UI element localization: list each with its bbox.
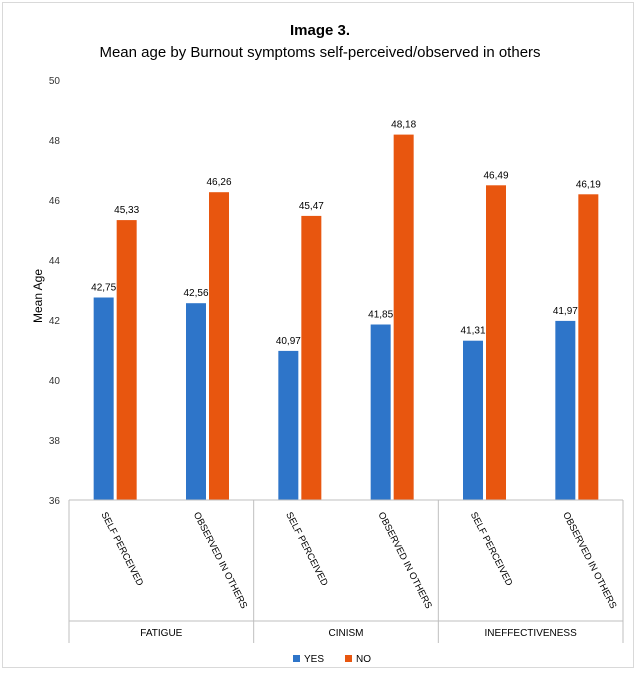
bar-value-label: 41,31: [460, 326, 485, 337]
bar-no: [301, 215, 322, 500]
bar-yes: [278, 350, 299, 500]
x-category-label: SELF PERCEIVED: [98, 510, 145, 588]
x-category-label: OBSERVED IN OTHERS: [375, 510, 433, 610]
chart-title: Image 3.: [290, 22, 350, 39]
legend-swatch-yes: [293, 655, 300, 662]
y-tick-label: 40: [49, 376, 61, 387]
y-tick-label: 48: [49, 136, 61, 147]
bar-value-label: 46,19: [576, 179, 601, 190]
group-label: CINISM: [329, 628, 364, 639]
bar-value-label: 45,33: [114, 205, 139, 216]
y-tick-label: 50: [49, 76, 61, 87]
bar-value-label: 48,18: [391, 120, 416, 131]
bar-no: [393, 134, 414, 500]
chart-frame: Image 3. Mean age by Burnout symptoms se…: [2, 2, 634, 668]
bar-value-label: 41,85: [368, 310, 393, 321]
y-axis-label: Mean Age: [31, 269, 45, 323]
bar-value-label: 45,47: [299, 201, 324, 212]
bar-no: [486, 185, 506, 501]
y-tick-label: 44: [49, 256, 61, 267]
bar-yes: [93, 297, 114, 500]
bar-yes: [463, 340, 483, 500]
group-label: FATIGUE: [140, 628, 182, 639]
y-tick-label: 46: [49, 196, 61, 207]
bar-value-label: 40,97: [276, 336, 301, 347]
chart-subtitle: Mean age by Burnout symptoms self-percei…: [99, 44, 540, 61]
bar-chart: Image 3. Mean age by Burnout symptoms se…: [31, 22, 624, 665]
x-category-label: OBSERVED IN OTHERS: [560, 510, 618, 610]
bar-value-label: 42,56: [183, 288, 208, 299]
bar-no: [578, 194, 599, 501]
x-category-label: SELF PERCEIVED: [283, 510, 330, 588]
y-tick-label: 36: [49, 496, 61, 507]
legend-swatch-no: [345, 655, 352, 662]
bar-value-label: 46,49: [483, 170, 508, 181]
legend-label: YES: [304, 654, 324, 665]
x-category-label: OBSERVED IN OTHERS: [191, 510, 249, 610]
bar-value-label: 42,75: [91, 283, 116, 294]
group-label: INEFFECTIVENESS: [485, 628, 578, 639]
legend-label: NO: [356, 654, 371, 665]
bar-no: [209, 192, 229, 500]
bar-value-label: 41,97: [553, 306, 578, 317]
y-tick-label: 42: [49, 316, 61, 327]
bar-no: [116, 220, 137, 500]
bar-yes: [186, 303, 206, 500]
y-tick-label: 38: [49, 436, 61, 447]
bar-yes: [555, 320, 576, 500]
bar-yes: [370, 324, 391, 500]
bar-value-label: 46,26: [206, 177, 231, 188]
x-category-label: SELF PERCEIVED: [468, 510, 515, 588]
